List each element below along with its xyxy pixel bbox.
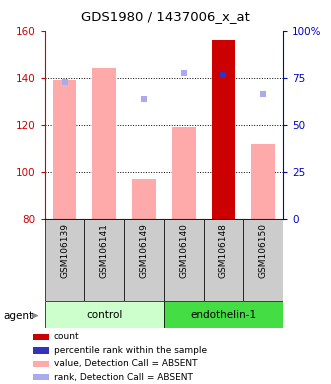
Text: GSM106149: GSM106149	[139, 223, 149, 278]
Bar	[32, 347, 49, 354]
Bar	[164, 301, 283, 328]
Bar	[45, 219, 84, 301]
Text: GDS1980 / 1437006_x_at: GDS1980 / 1437006_x_at	[81, 10, 250, 23]
Bar	[212, 40, 235, 219]
Bar	[32, 361, 49, 367]
Text: percentile rank within the sample: percentile rank within the sample	[54, 346, 207, 355]
Text: count: count	[54, 333, 79, 341]
Text: GSM106141: GSM106141	[100, 223, 109, 278]
Text: GSM106148: GSM106148	[219, 223, 228, 278]
Bar	[204, 219, 243, 301]
Text: agent: agent	[3, 311, 33, 321]
Bar	[32, 374, 49, 381]
Bar	[132, 179, 156, 219]
Bar	[53, 80, 76, 219]
Bar	[243, 219, 283, 301]
Bar	[32, 334, 49, 340]
Text: GSM106150: GSM106150	[259, 223, 268, 278]
Text: GSM106139: GSM106139	[60, 223, 69, 278]
Bar	[84, 219, 124, 301]
Bar	[124, 219, 164, 301]
Text: rank, Detection Call = ABSENT: rank, Detection Call = ABSENT	[54, 373, 193, 382]
Text: GSM106140: GSM106140	[179, 223, 188, 278]
Bar	[251, 144, 275, 219]
Bar	[172, 127, 196, 219]
Bar	[45, 301, 164, 328]
Text: endothelin-1: endothelin-1	[190, 310, 257, 320]
Text: value, Detection Call = ABSENT: value, Detection Call = ABSENT	[54, 359, 197, 368]
Text: control: control	[86, 310, 122, 320]
Bar	[92, 68, 116, 219]
Bar	[164, 219, 204, 301]
